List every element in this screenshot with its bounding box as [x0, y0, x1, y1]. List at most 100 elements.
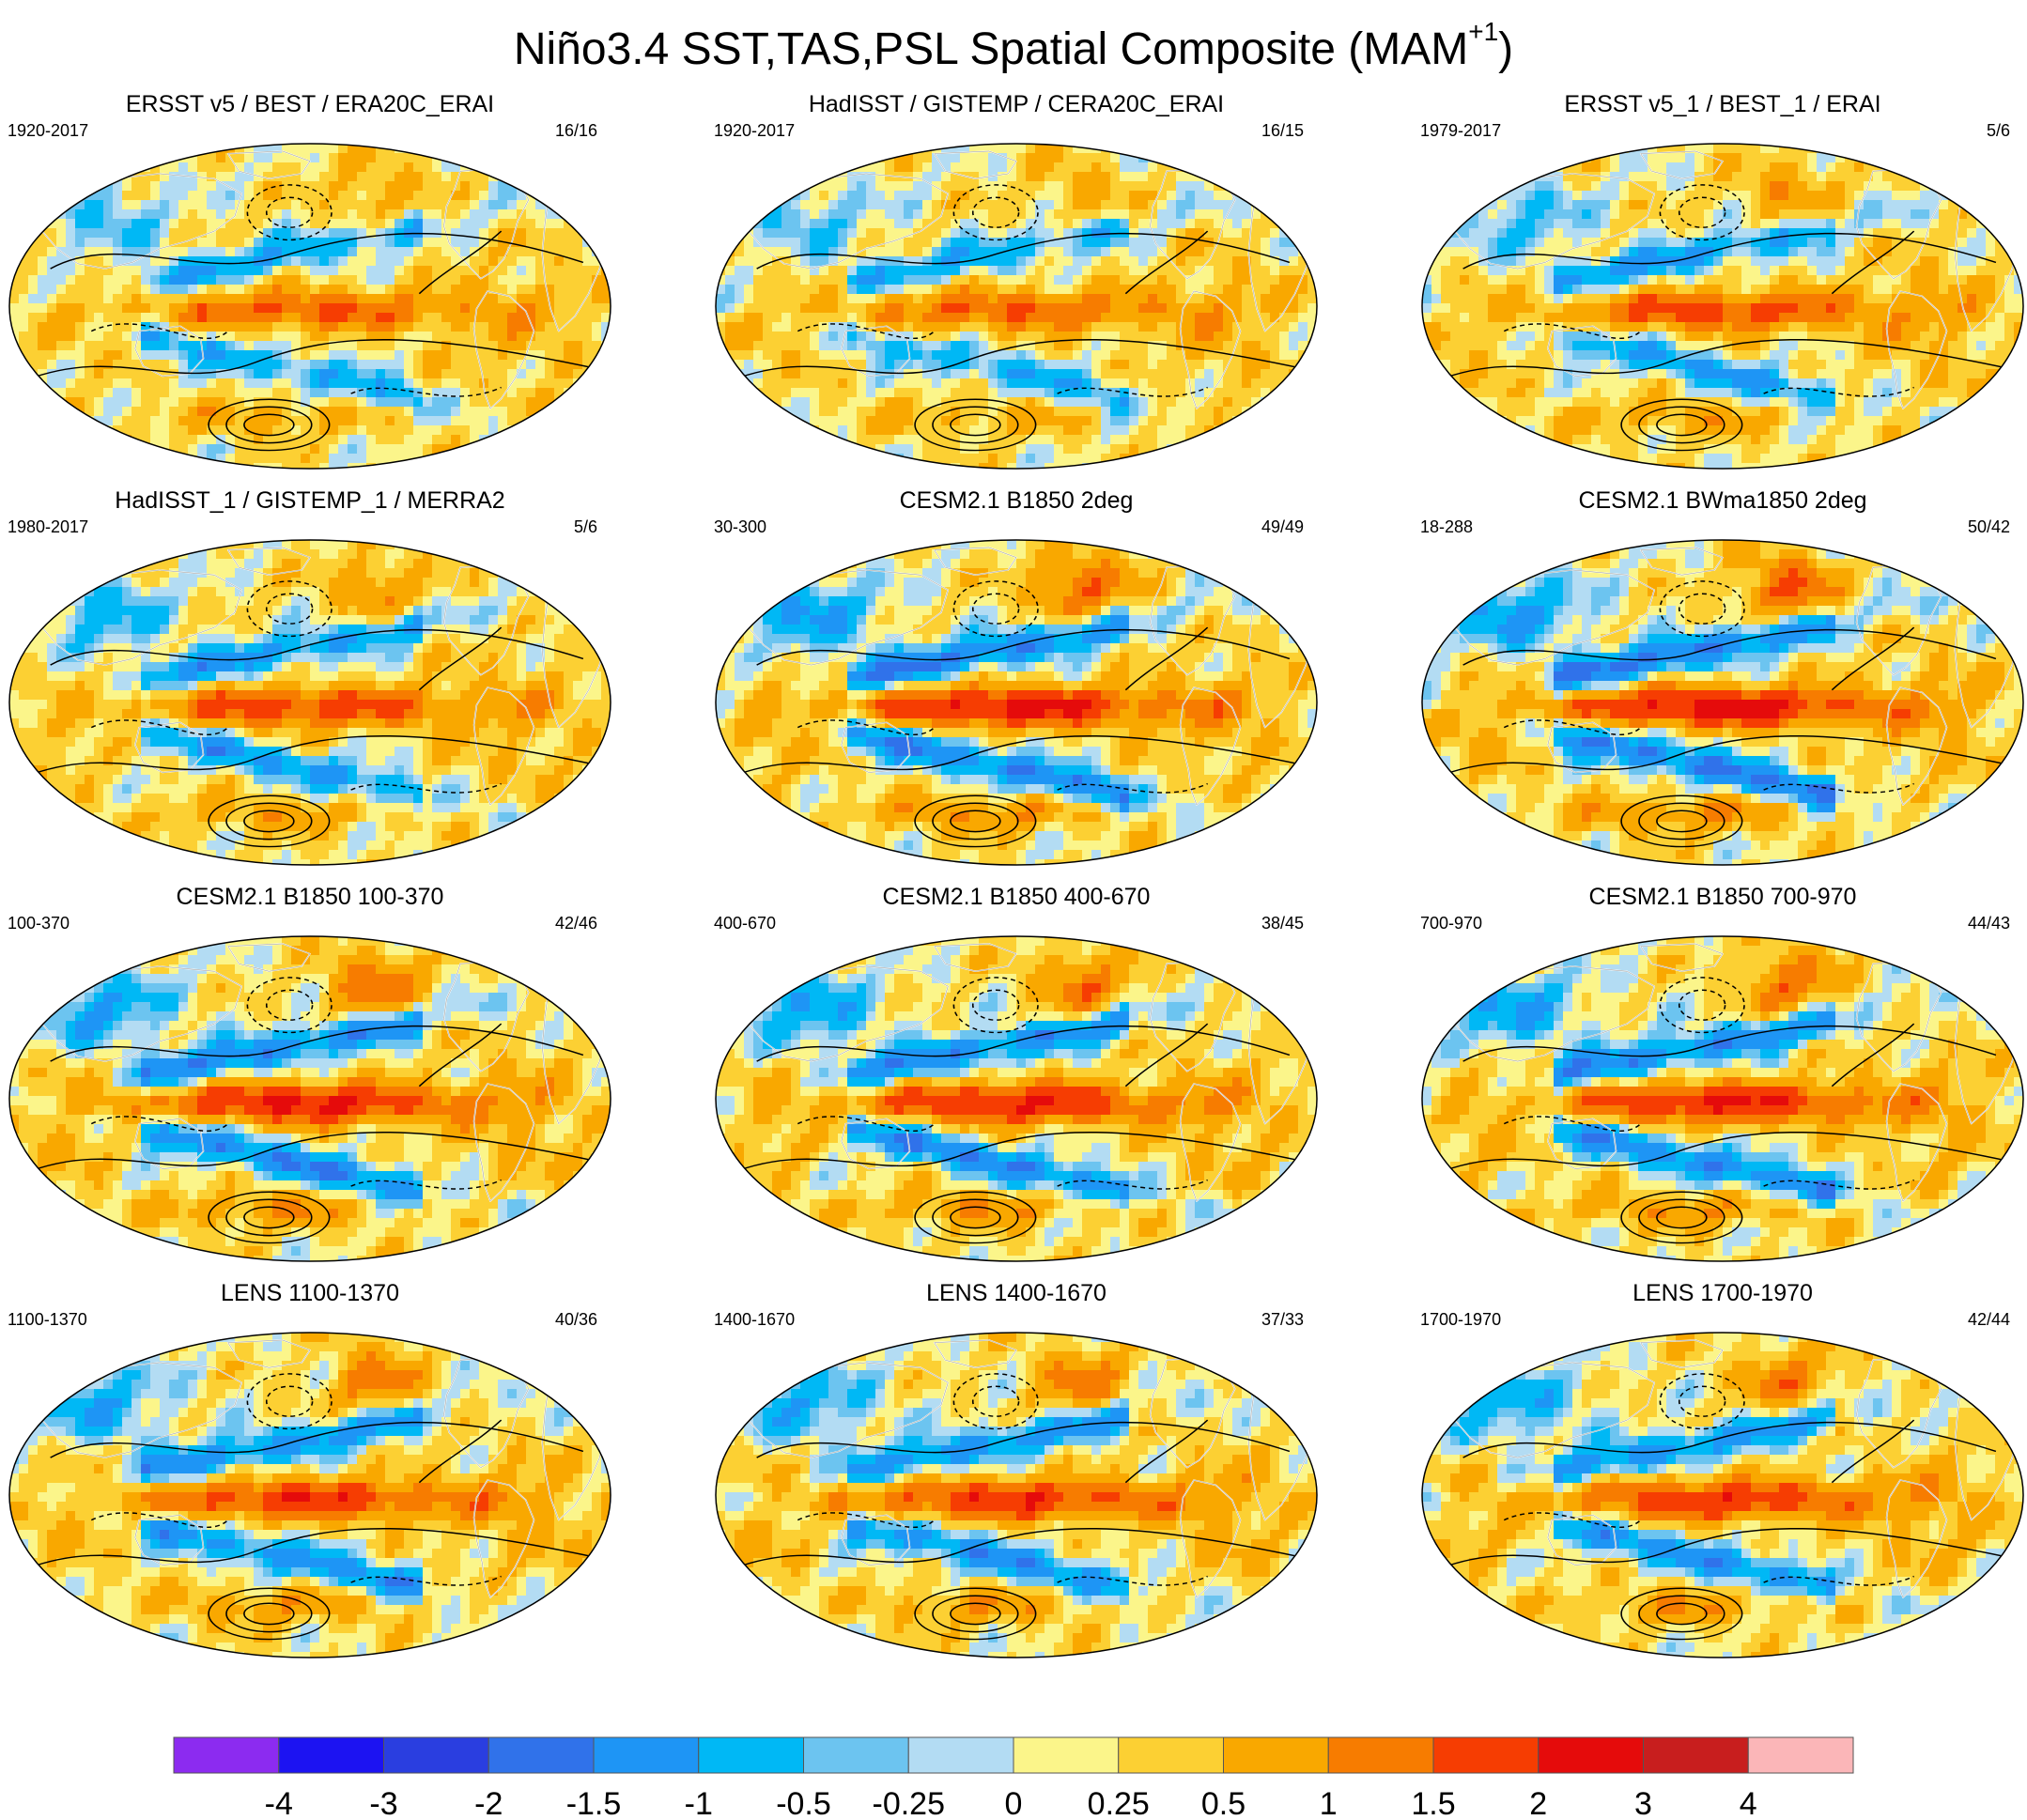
colorbar-tick-label: -1.5	[566, 1786, 622, 1820]
map-border	[1421, 1332, 2024, 1658]
map-panel: LENS 1100-1370 1100-1370 40/36	[0, 1279, 620, 1672]
map-border	[1421, 539, 2024, 866]
panel-year-range: 1100-1370	[8, 1309, 87, 1330]
map-border	[1421, 143, 2024, 470]
colorbar-tick-label: -4	[265, 1786, 293, 1820]
panel-title: CESM2.1 B1850 400-670	[706, 883, 1326, 911]
pressure-contours	[1435, 184, 2010, 452]
map-plot	[8, 1332, 611, 1658]
colorbar-swatch	[907, 1736, 1014, 1774]
panel-year-range: 1700-1970	[1420, 1309, 1501, 1330]
panel-year-range: 1920-2017	[8, 120, 88, 141]
map-border	[8, 935, 611, 1262]
anomaly-field	[716, 144, 1317, 469]
map-panel: LENS 1400-1670 1400-1670 37/33	[706, 1279, 1326, 1672]
panel-event-count: 42/44	[1968, 1309, 2010, 1330]
panel-title: HadISST / GISTEMP / CERA20C_ERAI	[706, 90, 1326, 118]
colorbar-swatch	[487, 1736, 595, 1774]
map-border	[8, 143, 611, 470]
colorbar-swatch	[383, 1736, 489, 1774]
panel-event-count: 38/45	[1261, 913, 1304, 933]
figure-title: Niño3.4 SST,TAS,PSL Spatial Composite (M…	[0, 11, 2027, 78]
map-plot	[8, 935, 611, 1262]
colorbar-tick-label: -3	[369, 1786, 397, 1820]
panel-year-range: 1920-2017	[714, 120, 795, 141]
colorbar-swatch	[803, 1736, 909, 1774]
panel-event-count: 5/6	[1987, 120, 2010, 141]
panel-event-count: 37/33	[1261, 1309, 1304, 1330]
coastline-layer	[33, 943, 606, 1202]
map-panel: ERSST v5 / BEST / ERA20C_ERAI 1920-2017 16…	[0, 90, 620, 483]
colorbar-swatch	[1013, 1736, 1120, 1774]
colorbar-swatch	[593, 1736, 700, 1774]
panel-event-count: 49/49	[1261, 517, 1304, 537]
panel-year-range: 400-670	[714, 913, 776, 933]
colorbar-tick-label: 2	[1529, 1786, 1547, 1820]
coastline-layer	[1446, 547, 2019, 806]
colorbar-tick-label: 0.25	[1088, 1786, 1150, 1820]
anomaly-field	[1422, 936, 2023, 1261]
panel-year-range: 1980-2017	[8, 517, 88, 537]
map-panel: CESM2.1 B1850 700-970 700-970 44/43	[1413, 883, 2027, 1275]
map-panel: CESM2.1 BWma1850 2deg 18-288 50/42	[1413, 486, 2027, 879]
anomaly-field	[716, 1333, 1317, 1658]
panel-title: HadISST_1 / GISTEMP_1 / MERRA2	[0, 486, 620, 515]
panel-event-count: 16/15	[1261, 120, 1304, 141]
colorbar-swatch	[1747, 1736, 1854, 1774]
map-plot	[1421, 143, 2024, 470]
map-border	[715, 143, 1318, 470]
panel-title: CESM2.1 BWma1850 2deg	[1413, 486, 2027, 515]
title-superscript: +1	[1468, 17, 1498, 46]
anomaly-field	[9, 144, 611, 469]
coastline-layer	[1446, 943, 2019, 1202]
colorbar-swatch	[1643, 1736, 1749, 1774]
colorbar-swatch	[1327, 1736, 1434, 1774]
map-plot	[715, 1332, 1318, 1658]
panel-year-range: 18-288	[1420, 517, 1473, 537]
colorbar-swatch	[1118, 1736, 1224, 1774]
anomaly-field	[716, 540, 1317, 865]
colorbar-swatch	[1538, 1736, 1644, 1774]
colorbar-swatch	[278, 1736, 384, 1774]
anomaly-field	[9, 1333, 611, 1658]
colorbar-swatch	[1223, 1736, 1329, 1774]
pressure-contours	[1435, 580, 2010, 848]
map-panel: HadISST / GISTEMP / CERA20C_ERAI 1920-201…	[706, 90, 1326, 483]
map-plot	[1421, 539, 2024, 866]
map-panel: ERSST v5_1 / BEST_1 / ERAI 1979-2017 5/6	[1413, 90, 2027, 483]
map-plot	[715, 935, 1318, 1262]
map-panel: CESM2.1 B1850 400-670 400-670 38/45	[706, 883, 1326, 1275]
panel-title: ERSST v5 / BEST / ERA20C_ERAI	[0, 90, 620, 118]
panel-title: ERSST v5_1 / BEST_1 / ERAI	[1413, 90, 2027, 118]
colorbar-swatch	[1432, 1736, 1540, 1774]
colorbar-tick-label: 0.5	[1201, 1786, 1246, 1820]
map-panel: CESM2.1 B1850 100-370 100-370 42/46	[0, 883, 620, 1275]
panel-title: CESM2.1 B1850 700-970	[1413, 883, 2027, 911]
panel-title: CESM2.1 B1850 2deg	[706, 486, 1326, 515]
pressure-contours	[1435, 1373, 2010, 1641]
anomaly-field	[1422, 540, 2023, 865]
map-plot	[715, 539, 1318, 866]
panel-year-range: 1979-2017	[1420, 120, 1501, 141]
pressure-contours	[729, 580, 1304, 848]
map-plot	[8, 143, 611, 470]
anomaly-field	[9, 540, 611, 865]
map-panel: HadISST_1 / GISTEMP_1 / MERRA2 1980-2017 5…	[0, 486, 620, 879]
map-border	[8, 539, 611, 866]
colorbar-tick-label: -0.5	[776, 1786, 831, 1820]
panel-year-range: 100-370	[8, 913, 70, 933]
colorbar-tick-label: 0	[1005, 1786, 1023, 1820]
map-border	[715, 1332, 1318, 1658]
panel-event-count: 50/42	[1968, 517, 2010, 537]
panel-year-range: 30-300	[714, 517, 766, 537]
anomaly-field	[9, 936, 611, 1261]
panel-title: LENS 1400-1670	[706, 1279, 1326, 1307]
colorbar-swatch	[173, 1736, 280, 1774]
pressure-contours	[1435, 977, 2010, 1244]
panel-year-range: 1400-1670	[714, 1309, 795, 1330]
map-border	[715, 539, 1318, 866]
map-plot	[1421, 1332, 2024, 1658]
panel-event-count: 42/46	[555, 913, 597, 933]
map-border	[1421, 935, 2024, 1262]
pressure-contours	[729, 977, 1304, 1244]
